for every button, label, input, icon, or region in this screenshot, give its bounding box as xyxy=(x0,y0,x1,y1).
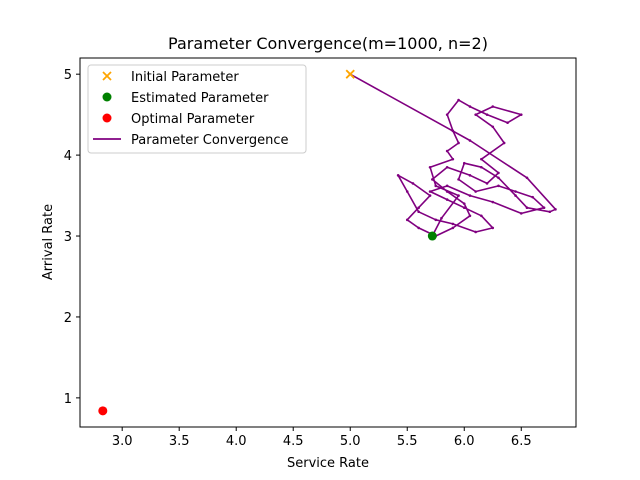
convergence-point xyxy=(480,214,483,218)
convergence-point xyxy=(525,176,529,180)
x-tick-label: 4.5 xyxy=(283,434,304,449)
convergence-point xyxy=(497,171,500,175)
convergence-point xyxy=(445,184,449,188)
y-axis-label: Arrival Rate xyxy=(41,204,56,280)
y-tick-label: 1 xyxy=(64,392,72,407)
convergence-point xyxy=(462,161,466,165)
plot-area xyxy=(98,69,557,416)
convergence-point xyxy=(405,190,409,193)
convergence-point xyxy=(445,198,449,201)
convergence-point xyxy=(396,174,400,177)
x-tick-label: 6.0 xyxy=(454,434,475,449)
convergence-point xyxy=(468,194,472,197)
convergence-point xyxy=(457,98,460,102)
convergence-point xyxy=(440,216,443,220)
legend-marker xyxy=(102,113,112,123)
convergence-point xyxy=(491,105,495,108)
convergence-point xyxy=(457,194,460,197)
convergence-point xyxy=(457,178,460,181)
convergence-point xyxy=(480,157,483,161)
initial-parameter-marker xyxy=(345,69,355,79)
convergence-point xyxy=(468,174,472,177)
convergence-point xyxy=(506,121,509,125)
y-axis: 1 2 3 4 5 xyxy=(64,68,80,407)
convergence-point xyxy=(497,176,500,180)
convergence-point xyxy=(491,125,495,129)
convergence-point xyxy=(485,113,489,116)
convergence-point xyxy=(525,206,529,210)
convergence-point xyxy=(445,113,449,116)
convergence-point xyxy=(462,206,466,210)
legend-frame xyxy=(87,64,307,154)
convergence-point xyxy=(434,184,438,188)
convergence-point xyxy=(468,214,472,218)
convergence-point xyxy=(417,226,420,230)
legend-label: Parameter Convergence xyxy=(131,133,288,148)
x-tick-label: 6.5 xyxy=(511,434,532,449)
legend: Initial Parameter Estimated Parameter Opti… xyxy=(87,64,307,154)
estimated-parameter-marker xyxy=(427,231,437,241)
convergence-point xyxy=(502,141,506,145)
convergence-point xyxy=(451,222,455,226)
convergence-point xyxy=(428,190,432,193)
convergence-point xyxy=(474,113,477,116)
convergence-point xyxy=(428,194,432,197)
convergence-point xyxy=(417,210,420,214)
convergence-point xyxy=(514,190,517,193)
convergence-point xyxy=(531,195,534,199)
optimal-parameter-marker xyxy=(98,406,108,416)
x-tick-label: 3.0 xyxy=(112,434,133,449)
legend-marker xyxy=(102,71,112,81)
axes-frame xyxy=(79,57,577,428)
convergence-point xyxy=(491,226,495,230)
convergence-point xyxy=(474,190,477,193)
legend-label: Optimal Parameter xyxy=(131,112,255,127)
convergence-point xyxy=(405,218,409,222)
convergence-point xyxy=(468,139,472,142)
chart-title: Parameter Convergence(m=1000, n=2) xyxy=(168,34,488,53)
y-tick-label: 4 xyxy=(64,149,72,164)
convergence-point xyxy=(445,149,449,153)
y-tick-label: 2 xyxy=(64,311,72,326)
convergence-point xyxy=(451,157,455,161)
convergence-point xyxy=(519,113,523,116)
convergence-point xyxy=(451,226,455,230)
convergence-point xyxy=(554,208,557,211)
convergence-point xyxy=(445,165,449,169)
legend-label: Initial Parameter xyxy=(131,70,239,85)
x-tick-label: 4.0 xyxy=(226,434,247,449)
x-axis: 3.0 3.5 4.0 4.5 5.0 5.5 6.0 6.5 xyxy=(112,427,532,449)
convergence-point xyxy=(519,212,523,215)
convergence-point xyxy=(491,200,495,204)
convergence-point xyxy=(445,190,449,193)
convergence-point xyxy=(468,105,472,108)
convergence-point xyxy=(474,230,477,234)
y-tick-label: 3 xyxy=(64,230,72,245)
convergence-point xyxy=(434,218,438,222)
convergence-point xyxy=(462,202,466,205)
convergence-point xyxy=(411,182,415,185)
legend-label: Estimated Parameter xyxy=(131,91,269,106)
convergence-point xyxy=(514,194,517,197)
convergence-point xyxy=(417,206,420,210)
convergence-point xyxy=(485,182,489,185)
convergence-point xyxy=(480,165,483,169)
x-tick-label: 3.5 xyxy=(169,434,190,449)
convergence-point xyxy=(451,129,455,133)
x-tick-label: 5.0 xyxy=(340,434,361,449)
x-axis-label: Service Rate xyxy=(287,456,369,471)
convergence-point xyxy=(457,141,460,145)
y-tick-label: 5 xyxy=(64,68,72,83)
parameter-convergence-line xyxy=(349,73,557,237)
legend-marker xyxy=(102,92,112,102)
convergence-point xyxy=(431,178,434,181)
convergence-point xyxy=(428,165,432,169)
x-tick-label: 5.5 xyxy=(397,434,418,449)
convergence-point xyxy=(497,184,500,188)
convergence-point xyxy=(542,206,546,210)
convergence-point xyxy=(548,210,552,214)
